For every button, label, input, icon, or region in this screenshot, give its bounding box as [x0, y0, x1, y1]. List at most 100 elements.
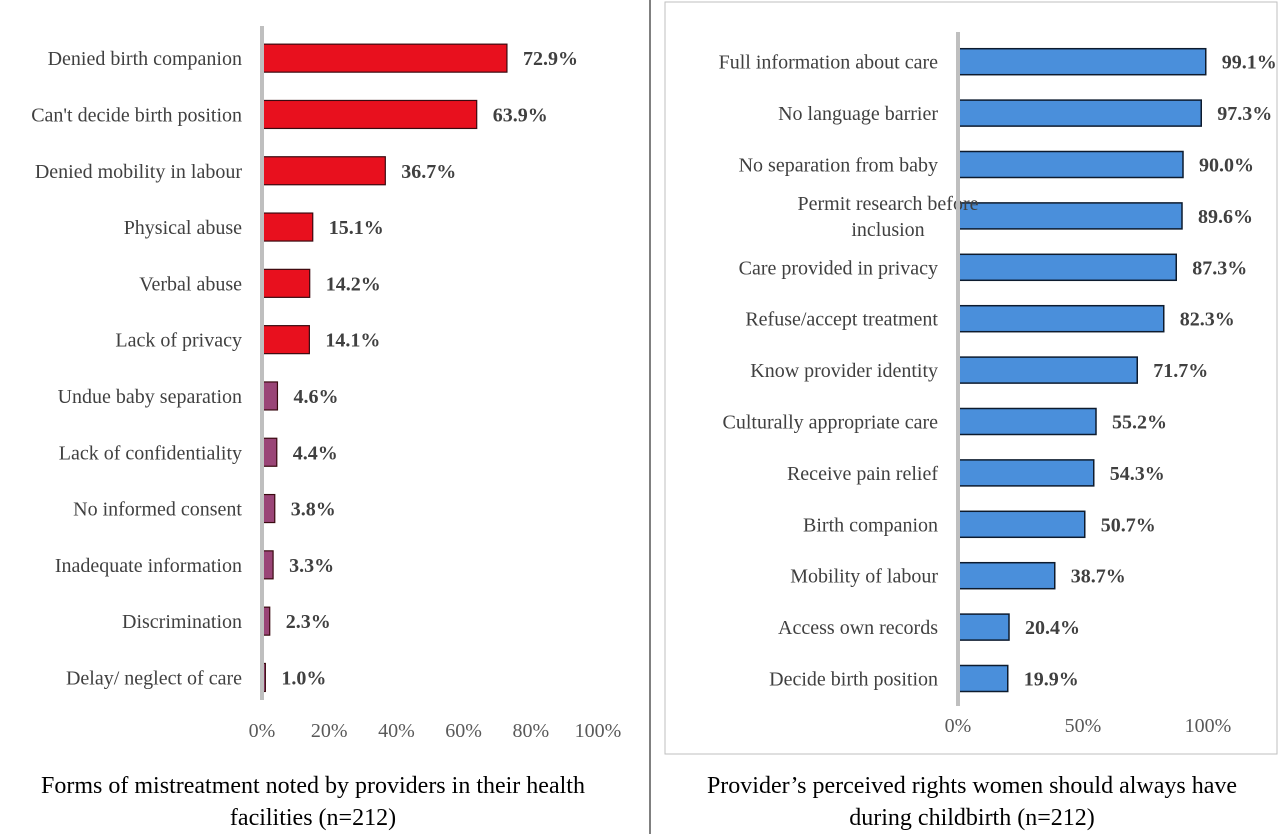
category-label-right-6: Know provider identity — [750, 360, 938, 382]
value-label-right-6: 71.7% — [1153, 360, 1208, 382]
category-label-right-11-line-0: Access own records — [778, 617, 938, 639]
category-label-left-9: Inadequate information — [55, 555, 242, 577]
bar-right-10 — [957, 561, 1056, 590]
value-label-right-5: 82.3% — [1180, 309, 1235, 331]
category-label-right-5: Refuse/accept treatment — [745, 309, 938, 331]
x-tick-left-3: 60% — [445, 720, 482, 742]
caption-right-line-1: during childbirth (n=212) — [849, 805, 1095, 831]
right-chart-frame — [664, 1, 1278, 755]
category-label-right-3-line-0: Permit research before — [797, 193, 978, 215]
value-label-left-1: 63.9% — [493, 104, 548, 126]
category-label-left-2: Denied mobility in labour — [35, 161, 243, 183]
value-label-left-11: 1.0% — [281, 667, 326, 689]
category-label-left-4: Verbal abuse — [139, 273, 242, 295]
bar-left-2 — [261, 156, 386, 186]
value-label-left-8: 3.8% — [291, 499, 336, 521]
value-label-right-11: 20.4% — [1025, 617, 1080, 639]
value-label-right-10: 38.7% — [1071, 566, 1126, 588]
category-label-right-4: Care provided in privacy — [739, 257, 938, 279]
category-label-right-0-line-0: Full information about care — [719, 52, 939, 74]
x-tick-left-1: 20% — [311, 720, 348, 742]
category-label-left-8: No informed consent — [73, 499, 242, 521]
chart-mistreatment: Denied birth companion 72.9% Can't decide … — [31, 26, 621, 831]
bar-left-6 — [261, 381, 279, 411]
value-label-right-7: 55.2% — [1112, 412, 1167, 434]
category-label-right-8-line-0: Receive pain relief — [787, 463, 938, 485]
value-label-right-3: 89.6% — [1198, 206, 1253, 228]
category-label-right-8: Receive pain relief — [787, 463, 938, 485]
x-tick-left-0: 0% — [249, 720, 276, 742]
x-tick-right-0: 0% — [945, 715, 972, 737]
category-label-right-11: Access own records — [778, 617, 938, 639]
value-label-right-9: 50.7% — [1101, 514, 1156, 536]
bar-right-12 — [957, 664, 1009, 693]
x-tick-left-5: 100% — [575, 720, 622, 742]
category-label-right-4-line-0: Care provided in privacy — [739, 257, 938, 279]
category-label-left-10: Discrimination — [122, 611, 242, 633]
value-label-right-0: 99.1% — [1222, 52, 1277, 74]
category-label-left-5: Lack of privacy — [115, 330, 242, 352]
bar-left-0 — [261, 43, 508, 73]
category-label-left-6: Undue baby separation — [58, 386, 242, 408]
value-label-left-9: 3.3% — [289, 555, 334, 577]
bar-right-8 — [957, 459, 1095, 487]
caption-right-line-0: Provider’s perceived rights women should… — [707, 773, 1237, 799]
value-label-left-2: 36.7% — [401, 161, 456, 183]
bar-right-6 — [957, 356, 1138, 384]
value-label-left-10: 2.3% — [286, 611, 331, 633]
value-label-right-8: 54.3% — [1110, 463, 1165, 485]
bar-left-3 — [261, 212, 314, 242]
value-label-left-6: 4.6% — [293, 386, 338, 408]
category-label-right-7: Culturally appropriate care — [723, 412, 939, 434]
x-tick-left-2: 40% — [378, 720, 415, 742]
category-label-right-3-line-1: inclusion — [851, 219, 924, 241]
value-label-left-4: 14.2% — [326, 273, 381, 295]
category-label-right-9: Birth companion — [803, 514, 938, 536]
x-tick-left-4: 80% — [512, 720, 549, 742]
bar-left-1 — [261, 99, 478, 130]
value-label-right-1: 97.3% — [1217, 103, 1272, 125]
category-label-right-6-line-0: Know provider identity — [750, 360, 938, 382]
category-label-right-5-line-0: Refuse/accept treatment — [745, 309, 938, 331]
caption-left-line-0: Forms of mistreatment noted by providers… — [41, 773, 585, 799]
value-label-right-12: 19.9% — [1024, 669, 1079, 691]
bar-right-2 — [957, 150, 1184, 179]
category-label-left-1: Can't decide birth position — [31, 104, 242, 126]
bar-right-11 — [957, 613, 1010, 641]
value-label-left-0: 72.9% — [523, 48, 578, 70]
value-label-left-3: 15.1% — [329, 217, 384, 239]
category-label-left-3: Physical abuse — [124, 217, 242, 239]
category-label-right-10: Mobility of labour — [790, 566, 938, 588]
category-label-right-12: Decide birth position — [769, 669, 938, 691]
value-label-right-4: 87.3% — [1192, 257, 1247, 279]
category-label-right-12-line-0: Decide birth position — [769, 669, 938, 691]
x-tick-right-2: 100% — [1185, 715, 1232, 737]
category-label-right-3: Permit research before inclusion — [797, 193, 978, 241]
bar-right-5 — [957, 304, 1165, 333]
category-label-right-1-line-0: No language barrier — [778, 103, 938, 125]
category-label-right-0: Full information about care — [719, 52, 939, 74]
bar-right-0 — [957, 47, 1207, 76]
value-label-left-7: 4.4% — [293, 442, 338, 464]
caption-left-line-1: facilities (n=212) — [230, 805, 396, 831]
x-tick-right-1: 50% — [1065, 715, 1102, 737]
category-label-left-11: Delay/ neglect of care — [66, 667, 242, 689]
category-label-left-7: Lack of confidentiality — [59, 442, 242, 464]
category-label-left-0: Denied birth companion — [48, 48, 242, 70]
category-label-right-7-line-0: Culturally appropriate care — [723, 412, 939, 434]
bar-right-4 — [957, 253, 1177, 282]
bar-right-3 — [957, 202, 1183, 230]
bar-left-5 — [261, 325, 310, 355]
bar-left-4 — [261, 268, 311, 298]
bar-right-9 — [957, 510, 1086, 539]
bar-right-7 — [957, 407, 1097, 436]
category-label-right-9-line-0: Birth companion — [803, 514, 938, 536]
bar-left-7 — [261, 437, 278, 467]
category-label-right-1: No language barrier — [778, 103, 938, 125]
category-label-right-10-line-0: Mobility of labour — [790, 566, 938, 588]
bar-right-1 — [957, 99, 1202, 127]
chart-rights: Full information about care 99.1% No langu… — [707, 32, 1277, 831]
value-label-right-2: 90.0% — [1199, 155, 1254, 177]
value-label-left-5: 14.1% — [325, 330, 380, 352]
